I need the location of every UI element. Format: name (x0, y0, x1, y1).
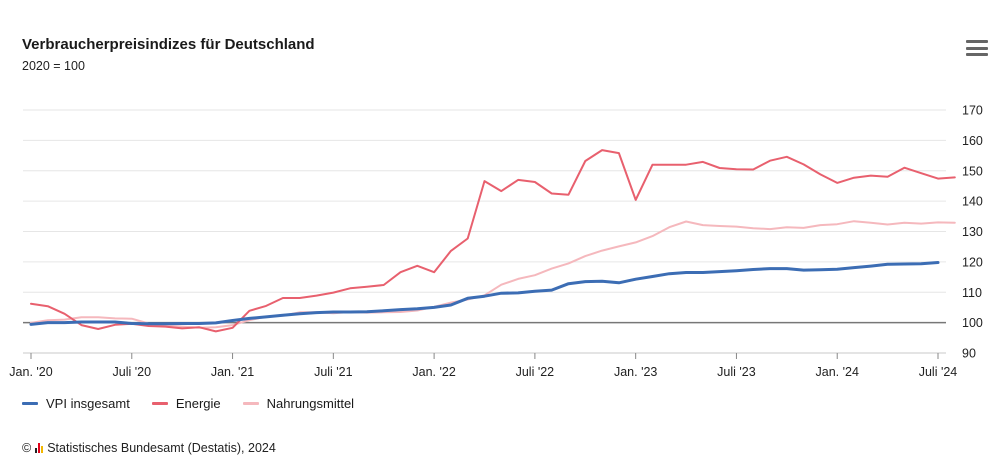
legend-label-nahrungsmittel: Nahrungsmittel (266, 396, 355, 411)
y-tick-label: 120 (962, 255, 983, 269)
x-tick-label: Juli '22 (516, 365, 555, 379)
legend-label-vpi: VPI insgesamt (46, 396, 130, 411)
x-tick-label: Jan. '21 (211, 365, 254, 379)
destatis-logo-icon (35, 443, 44, 453)
x-tick-label: Jan. '22 (412, 365, 455, 379)
credits-text: Statistisches Bundesamt (Destatis), 2024 (47, 441, 276, 455)
x-tick-label: Juli '24 (919, 365, 958, 379)
y-tick-label: 100 (962, 316, 983, 330)
hamburger-menu-icon[interactable] (966, 40, 988, 56)
y-tick-label: 110 (962, 286, 982, 300)
x-tick-label: Juli '23 (717, 365, 756, 379)
y-tick-label: 170 (962, 104, 983, 118)
legend-swatch-energie (151, 402, 168, 405)
legend-item-nahrungsmittel[interactable]: Nahrungsmittel (242, 396, 355, 411)
y-tick-label: 140 (962, 195, 983, 209)
chart-subtitle: 2020 = 100 (22, 59, 85, 73)
y-tick-label: 160 (962, 134, 983, 148)
x-tick-label: Jan. '20 (9, 365, 52, 379)
x-tick-label: Jan. '23 (614, 365, 657, 379)
legend-swatch-nahrungsmittel (242, 402, 259, 405)
y-tick-label: 130 (962, 225, 983, 239)
series-line-vpi (29, 261, 940, 326)
chart-title: Verbraucherpreisindizes für Deutschland (22, 36, 315, 53)
legend-label-energie: Energie (175, 396, 221, 411)
legend-item-vpi[interactable]: VPI insgesamt (22, 396, 130, 411)
x-tick-label: Juli '21 (314, 365, 353, 379)
legend-swatch-vpi (22, 402, 38, 405)
y-tick-label: 90 (962, 347, 976, 361)
series-line-nahrungsmittel (30, 220, 956, 329)
x-tick-label: Jan. '24 (816, 365, 859, 379)
series-line-energie (30, 149, 956, 333)
x-tick-label: Juli '20 (113, 365, 152, 379)
legend-item-energie[interactable]: Energie (151, 396, 221, 411)
copyright-sign: © (22, 441, 32, 455)
y-tick-label: 150 (962, 164, 983, 178)
credits[interactable]: © Statistisches Bundesamt (Destatis), 20… (22, 441, 276, 455)
legend: VPI insgesamt Energie Nahrungsmittel (22, 396, 354, 411)
